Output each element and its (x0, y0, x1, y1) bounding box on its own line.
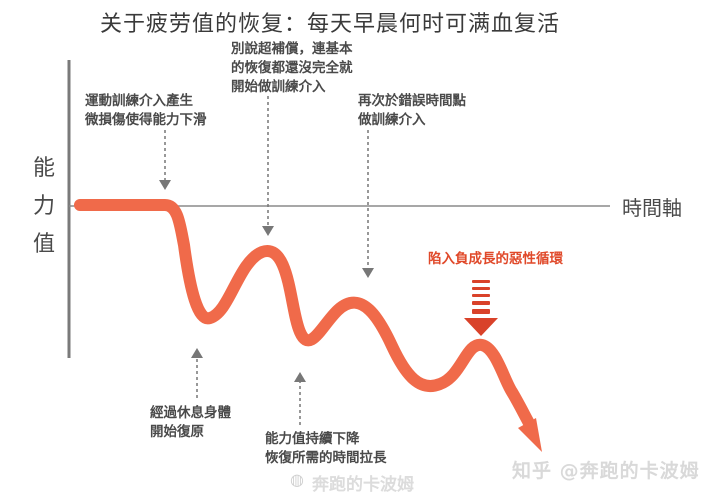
dashed-arrow-4-head (191, 348, 203, 358)
annotation-6: 陷入負成長的惡性循環 (428, 250, 563, 269)
y-axis-char: 值 (32, 232, 55, 257)
annotation-4-line-1: 經過休息身體 (150, 405, 231, 421)
zhihu-watermark: 知乎 @奔跑的卡波姆 (512, 460, 700, 482)
stripe-4 (472, 301, 490, 305)
annotation-5-line-1: 能力值持續下降 (265, 431, 360, 447)
y-axis-char: 力 (32, 194, 55, 219)
performance-curve (74, 199, 536, 431)
annotation-1: 運動訓練介入產生 微損傷使得能力下滑 (85, 92, 207, 130)
x-axis-label: 時間軸 (622, 196, 682, 220)
dashed-arrow-2-head (262, 226, 274, 236)
diagram-title: 关于疲劳值的恢复：每天早晨何时可满血复活 (100, 12, 561, 37)
annotation-1-line-2: 微損傷使得能力下滑 (85, 112, 207, 128)
stripe-5 (472, 309, 490, 314)
annotation-2-line-3: 開始做訓練介入 (231, 79, 326, 95)
annotation-5-line-2: 恢復所需的時間拉長 (265, 450, 387, 466)
annotation-6-line-1: 陷入負成長的惡性循環 (428, 251, 563, 267)
y-axis-label: 能力值 (30, 150, 58, 264)
stripe-1 (472, 280, 490, 283)
annotation-2-line-1: 別說超補償，連基本 (231, 41, 353, 57)
annotation-2-line-2: 的恢復都還沒完全就 (231, 60, 353, 76)
red-down-arrowhead (464, 318, 498, 336)
annotation-5: 能力值持續下降 恢復所需的時間拉長 (265, 430, 387, 468)
y-axis-char: 能 (32, 156, 55, 181)
dashed-arrow-1-head (159, 180, 171, 190)
annotation-3: 再次於錯誤時間點 做訓練介入 (358, 92, 466, 130)
curve-arrowhead (518, 418, 542, 452)
weibo-watermark: 奔跑的卡波姆 (312, 475, 414, 495)
annotation-3-line-1: 再次於錯誤時間點 (358, 93, 466, 109)
annotation-3-line-2: 做訓練介入 (358, 112, 426, 128)
annotation-4-line-2: 開始復原 (150, 424, 204, 440)
stripe-2 (472, 287, 490, 290)
annotation-1-line-1: 運動訓練介入產生 (85, 93, 193, 109)
stripe-3 (472, 294, 490, 297)
dashed-arrow-3-head (362, 268, 374, 278)
annotation-2: 別說超補償，連基本 的恢復都還沒完全就 開始做訓練介入 (231, 40, 353, 97)
weibo-icon: ◍ (290, 470, 304, 489)
annotation-4: 經過休息身體 開始復原 (150, 404, 231, 442)
dashed-arrow-5-head (294, 372, 306, 382)
